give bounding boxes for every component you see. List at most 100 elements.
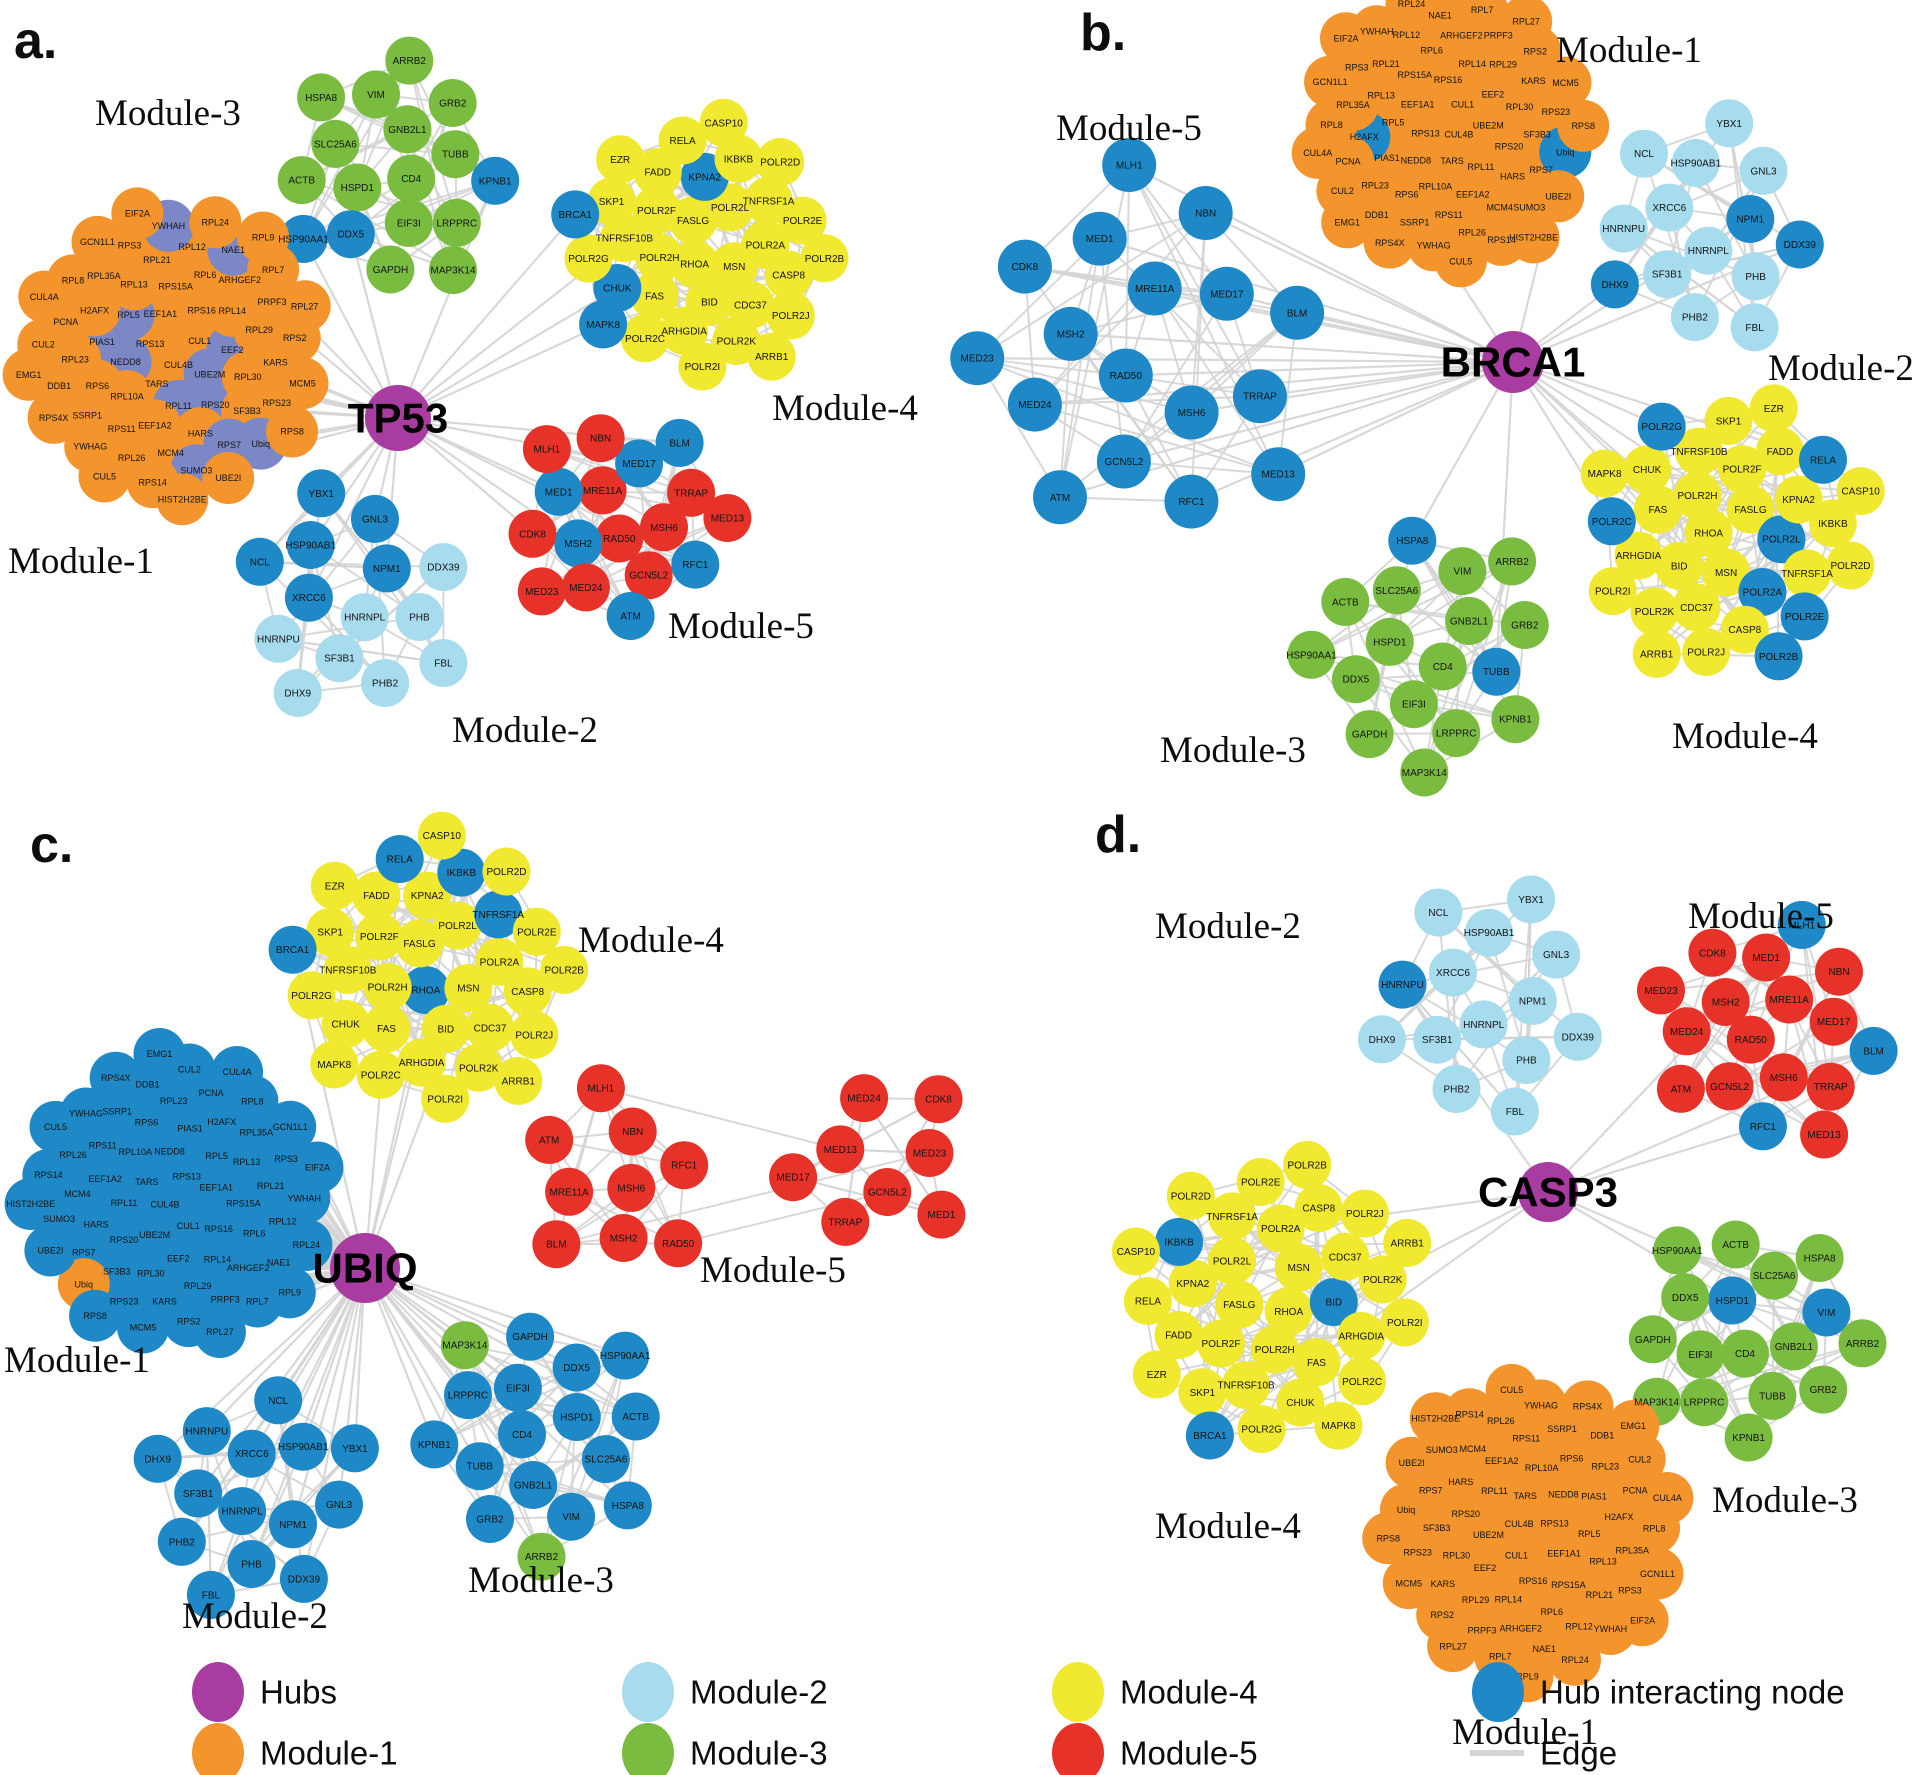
node-b-POLR2B[interactable]	[1754, 632, 1803, 681]
node-d-UBE2I[interactable]	[1385, 1436, 1438, 1489]
node-b-CUL4A[interactable]	[1291, 126, 1344, 179]
node-a-RPS4X[interactable]	[27, 391, 80, 444]
node-a-TNFRSF10B[interactable]	[600, 214, 649, 263]
node-d-MAPK8[interactable]	[1314, 1401, 1363, 1450]
node-d-RFC1[interactable]	[1738, 1102, 1787, 1151]
node-d-RAD50[interactable]	[1726, 1015, 1775, 1064]
node-c-VIM[interactable]	[547, 1492, 596, 1541]
node-d-MCM5[interactable]	[1382, 1557, 1435, 1610]
node-c-POLR2C[interactable]	[356, 1050, 405, 1099]
node-b-MED24[interactable]	[1007, 377, 1062, 432]
node-a-HSPA8[interactable]	[297, 73, 346, 122]
node-a-HSP90AA1[interactable]	[279, 214, 328, 263]
node-b-ARRB1[interactable]	[1632, 629, 1681, 678]
node-b-FADD[interactable]	[1755, 427, 1804, 476]
node-a-SLC25A6[interactable]	[311, 119, 360, 168]
node-b-MED1[interactable]	[1072, 211, 1127, 266]
node-a-MAPK8[interactable]	[579, 300, 628, 349]
node-c-RELA[interactable]	[375, 835, 424, 883]
node-c-TUBB[interactable]	[455, 1442, 504, 1491]
node-b-BLM[interactable]	[1270, 285, 1325, 340]
node-c-HSPD1[interactable]	[552, 1393, 601, 1441]
node-a-MCM5[interactable]	[276, 357, 329, 410]
node-c-MED17[interactable]	[769, 1153, 818, 1202]
node-d-VIM[interactable]	[1802, 1288, 1851, 1337]
node-b-RPL27[interactable]	[1500, 0, 1553, 48]
node-a-UBE2I[interactable]	[202, 452, 255, 504]
node-c-RPL24[interactable]	[280, 1219, 333, 1271]
node-c-GCN1L1[interactable]	[264, 1100, 317, 1153]
node-c-POLR2L[interactable]	[433, 901, 482, 950]
node-b-YBX1[interactable]	[1705, 99, 1754, 148]
node-c-DDX39[interactable]	[279, 1554, 328, 1603]
node-c-HIST2H2BE[interactable]	[4, 1178, 57, 1230]
node-d-ATM[interactable]	[1656, 1064, 1705, 1113]
node-d-EZR[interactable]	[1132, 1350, 1181, 1399]
node-c-MED1[interactable]	[917, 1190, 966, 1239]
node-d-BRCA1[interactable]	[1185, 1411, 1234, 1460]
node-c-ATM[interactable]	[525, 1115, 574, 1164]
node-a-POLR2C[interactable]	[621, 314, 669, 363]
node-d-NPM1[interactable]	[1508, 976, 1557, 1025]
node-b-KPNB1[interactable]	[1491, 695, 1540, 744]
node-c-KPNA2[interactable]	[403, 871, 452, 920]
node-b-GNL3[interactable]	[1739, 146, 1788, 195]
node-c-BRCA1[interactable]	[268, 925, 317, 974]
node-c-MAPK8[interactable]	[310, 1040, 359, 1089]
node-b-POLR2H[interactable]	[1673, 471, 1722, 520]
node-c-POLR2G[interactable]	[287, 971, 336, 1020]
node-d-CUL5[interactable]	[1485, 1363, 1538, 1416]
node-b-PHB[interactable]	[1731, 252, 1780, 301]
node-b-DDX5[interactable]	[1331, 655, 1380, 704]
node-a-MRE11A[interactable]	[578, 466, 627, 515]
node-a-NCL[interactable]	[235, 537, 284, 586]
node-d-MRE11A[interactable]	[1765, 975, 1814, 1024]
node-b-CHUK[interactable]	[1623, 445, 1672, 494]
node-b-TNFRSF1A[interactable]	[1782, 549, 1831, 598]
node-d-RPL24[interactable]	[1549, 1633, 1601, 1686]
node-c-GNL3[interactable]	[315, 1480, 363, 1529]
node-d-XRCC6[interactable]	[1429, 948, 1477, 997]
node-d-POLR2F[interactable]	[1197, 1319, 1245, 1368]
node-c-NCL[interactable]	[254, 1376, 303, 1425]
node-c-ARRB1[interactable]	[494, 1056, 543, 1105]
node-c-EIF3I[interactable]	[493, 1363, 542, 1412]
node-c-RAD50[interactable]	[654, 1219, 703, 1268]
node-c-GNB2L1[interactable]	[509, 1461, 558, 1509]
node-d-POLR2E[interactable]	[1236, 1158, 1285, 1206]
node-c-ARHGDIA[interactable]	[397, 1038, 446, 1087]
node-d-DDX5[interactable]	[1661, 1273, 1710, 1322]
node-d-MED13[interactable]	[1800, 1110, 1849, 1159]
hub-node-UBIQ[interactable]	[330, 1233, 400, 1303]
node-c-NPM1[interactable]	[269, 1500, 317, 1549]
node-a-RAD50[interactable]	[595, 514, 644, 563]
node-c-MAP3K14[interactable]	[440, 1321, 489, 1370]
node-b-RFC1[interactable]	[1164, 474, 1219, 529]
node-d-CDC37[interactable]	[1321, 1232, 1370, 1281]
hub-node-TP53[interactable]	[365, 385, 431, 451]
node-b-MED13[interactable]	[1251, 447, 1306, 502]
node-b-CASP10[interactable]	[1836, 467, 1885, 516]
node-b-HNRNPU[interactable]	[1599, 204, 1648, 253]
node-d-HSP90AA1[interactable]	[1653, 1226, 1702, 1275]
node-c-BID[interactable]	[421, 1004, 470, 1053]
node-d-KPNB1[interactable]	[1724, 1413, 1773, 1462]
node-c-PHB2[interactable]	[157, 1517, 206, 1566]
node-d-POLR2I[interactable]	[1380, 1298, 1429, 1347]
node-d-RELA[interactable]	[1123, 1277, 1172, 1325]
node-d-SF3B1[interactable]	[1413, 1015, 1462, 1064]
node-b-EZR[interactable]	[1749, 384, 1798, 433]
node-b-POLR2L[interactable]	[1757, 515, 1806, 564]
node-d-FBL[interactable]	[1490, 1087, 1539, 1136]
node-d-RPS8[interactable]	[1362, 1512, 1415, 1565]
node-b-MSN[interactable]	[1702, 548, 1751, 597]
node-b-GCN1L1[interactable]	[1304, 55, 1357, 108]
node-c-FAS[interactable]	[362, 1004, 411, 1053]
node-b-UBE2I[interactable]	[1532, 170, 1585, 223]
node-b-IKBKB[interactable]	[1808, 499, 1857, 548]
node-b-DDX39[interactable]	[1775, 220, 1824, 269]
node-b-XRCC6[interactable]	[1645, 183, 1694, 232]
node-d-FAS[interactable]	[1292, 1338, 1341, 1387]
node-d-GCN5L2[interactable]	[1705, 1062, 1754, 1111]
node-c-POLR2D[interactable]	[482, 847, 531, 896]
